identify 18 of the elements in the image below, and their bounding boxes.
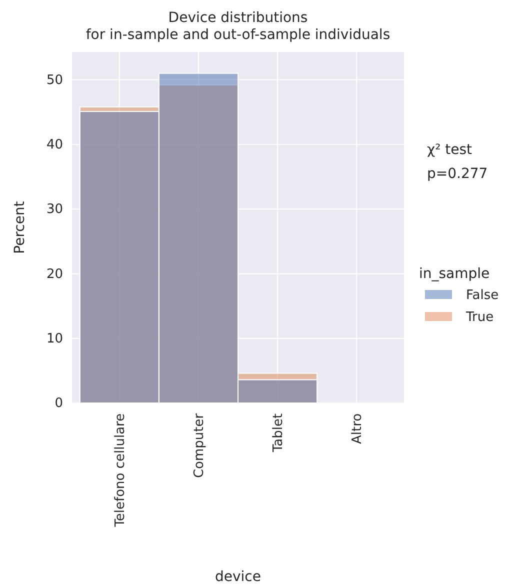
y-tick-label: 0 bbox=[54, 396, 63, 412]
legend-label: True bbox=[465, 310, 494, 325]
y-tick-label: 30 bbox=[46, 202, 63, 218]
x-tick-label: Tablet bbox=[271, 413, 286, 454]
y-tick-label: 10 bbox=[46, 332, 63, 347]
y-tick-label: 20 bbox=[46, 266, 63, 282]
chart-title: Device distributions for in-sample and out-of-sample individuals bbox=[86, 10, 390, 43]
x-tick-label: Telefono cellulare bbox=[112, 413, 128, 528]
x-axis-title: device bbox=[215, 569, 261, 585]
text: p=0.277 bbox=[427, 166, 488, 182]
y-axis-title: Percent bbox=[12, 200, 28, 254]
legend-label: False bbox=[466, 288, 499, 303]
x-tick-label: Altro bbox=[350, 413, 366, 444]
x-tick-label: Computer bbox=[192, 412, 208, 478]
y-tick-label: 50 bbox=[46, 72, 63, 88]
legend-title: in_sample bbox=[419, 266, 490, 282]
text: χ² test bbox=[427, 142, 473, 158]
y-tick-label: 40 bbox=[46, 138, 63, 153]
